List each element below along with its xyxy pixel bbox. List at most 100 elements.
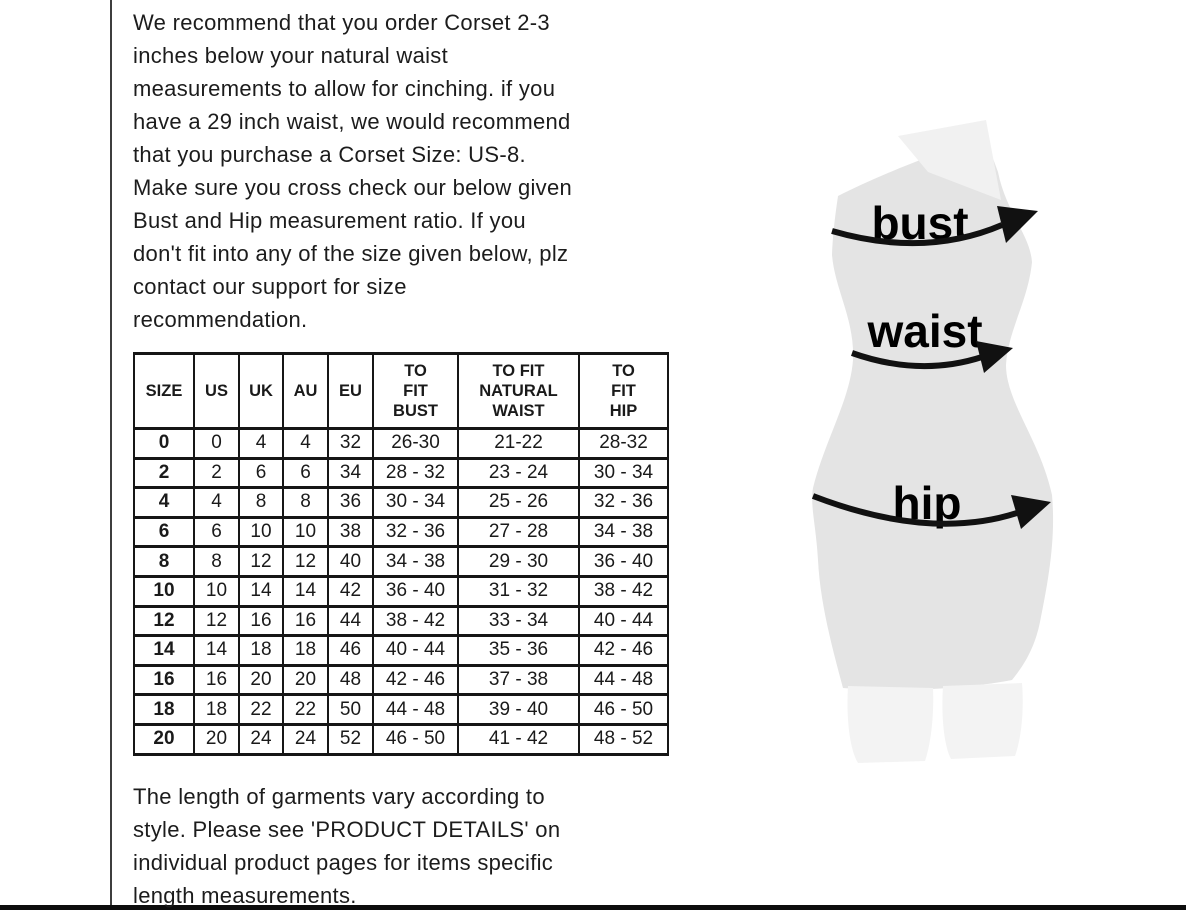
table-header-cell: TO FIT NATURAL WAIST: [457, 352, 580, 430]
table-cell: 4: [193, 486, 240, 519]
table-cell: 23 - 24: [457, 456, 580, 490]
table-cell: 20: [238, 663, 284, 697]
table-cell: 44: [327, 604, 374, 638]
table-cell: 10: [282, 515, 329, 549]
table-cell: 16: [193, 663, 240, 697]
table-cell: 4: [282, 427, 329, 460]
table-cell: 38: [327, 515, 374, 549]
size-table-body: 0 0 4 4 32 26-30 21-22 28-32 2 2 6 6 34 28 - 32 23 - 2…: [133, 427, 669, 756]
table-header-cell: AU: [282, 352, 329, 430]
table-cell: 38 - 42: [372, 604, 459, 638]
table-row: 14 14 18 18 46 40 - 44 35 - 36 42 - 46: [133, 634, 669, 667]
size-cell: 8: [133, 545, 195, 578]
waist-arrow: [851, 350, 983, 370]
table-cell: 48 - 52: [578, 722, 669, 756]
size-cell: 12: [133, 604, 195, 638]
table-cell: 32 - 36: [578, 486, 669, 519]
table-row: 10 10 14 14 42 36 - 40 31 - 32 38 - 42: [133, 574, 669, 608]
table-cell: 30 - 34: [372, 486, 459, 519]
mannequin-body-shape: [812, 137, 1054, 690]
table-cell: 28-32: [578, 427, 669, 460]
table-cell: 16: [238, 604, 284, 638]
table-header-cell: TO FIT BUST: [372, 352, 459, 430]
table-cell: 20: [193, 722, 240, 756]
table-cell: 34 - 38: [578, 515, 669, 549]
size-cell: 14: [133, 634, 195, 667]
left-vertical-divider: [110, 0, 112, 907]
table-cell: 28 - 32: [372, 456, 459, 490]
table-row: 6 6 10 10 38 32 - 36 27 - 28 34 - 38: [133, 515, 669, 549]
table-cell: 46 - 50: [578, 693, 669, 726]
table-cell: 20: [282, 663, 329, 697]
waist-arrowhead-icon: [976, 341, 1013, 373]
table-cell: 12: [282, 545, 329, 578]
size-cell: 20: [133, 722, 195, 756]
table-cell: 40 - 44: [372, 634, 459, 667]
table-cell: 34: [327, 456, 374, 490]
intro-paragraph: We recommend that you order Corset 2-3 i…: [133, 10, 573, 332]
table-cell: 6: [282, 456, 329, 490]
table-row: 0 0 4 4 32 26-30 21-22 28-32: [133, 427, 669, 460]
table-row: 2 2 6 6 34 28 - 32 23 - 24 30 - 34: [133, 456, 669, 490]
table-cell: 14: [193, 634, 240, 667]
table-cell: 2: [193, 456, 240, 490]
table-cell: 24: [282, 722, 329, 756]
table-cell: 24: [238, 722, 284, 756]
table-cell: 6: [238, 456, 284, 490]
table-row: 20 20 24 24 52 46 - 50 41 - 42 48 - 52: [133, 722, 669, 756]
table-row: 4 4 8 8 36 30 - 34 25 - 26 32 - 36: [133, 486, 669, 519]
table-cell: 16: [282, 604, 329, 638]
table-cell: 40 - 44: [578, 604, 669, 638]
table-cell: 22: [282, 693, 329, 726]
waist-label: waist: [866, 305, 982, 357]
size-cell: 10: [133, 574, 195, 608]
table-cell: 37 - 38: [457, 663, 580, 697]
table-cell: 22: [238, 693, 284, 726]
table-cell: 26-30: [372, 427, 459, 460]
table-cell: 52: [327, 722, 374, 756]
table-cell: 10: [193, 574, 240, 608]
table-cell: 32 - 36: [372, 515, 459, 549]
table-cell: 46 - 50: [372, 722, 459, 756]
table-row: 16 16 20 20 48 42 - 46 37 - 38 44 - 48: [133, 663, 669, 697]
table-cell: 25 - 26: [457, 486, 580, 519]
table-cell: 29 - 30: [457, 545, 580, 578]
table-cell: 40: [327, 545, 374, 578]
size-cell: 16: [133, 663, 195, 697]
table-row: 18 18 22 22 50 44 - 48 39 - 40 46 - 50: [133, 693, 669, 726]
table-cell: 38 - 42: [578, 574, 669, 608]
table-cell: 44 - 48: [372, 693, 459, 726]
table-cell: 14: [238, 574, 284, 608]
size-cell: 18: [133, 693, 195, 726]
table-cell: 12: [238, 545, 284, 578]
table-cell: 10: [238, 515, 284, 549]
bottom-divider: [0, 905, 1186, 910]
table-cell: 42 - 46: [578, 634, 669, 667]
table-header-cell: EU: [327, 352, 374, 430]
size-chart-table: SIZE US UK AU EU TO FIT BUST TO FIT NATURAL WA…: [133, 352, 669, 756]
footer-paragraph: The length of garments vary according to…: [133, 784, 561, 908]
table-cell: 6: [193, 515, 240, 549]
table-cell: 42 - 46: [372, 663, 459, 697]
table-cell: 31 - 32: [457, 574, 580, 608]
table-cell: 36: [327, 486, 374, 519]
mannequin-left-leg: [847, 686, 934, 763]
table-cell: 36 - 40: [372, 574, 459, 608]
mannequin-right-leg: [942, 683, 1023, 759]
hip-arrow: [811, 493, 1018, 527]
table-cell: 0: [193, 427, 240, 460]
table-cell: 18: [193, 693, 240, 726]
size-cell: 0: [133, 427, 195, 460]
table-cell: 34 - 38: [372, 545, 459, 578]
table-cell: 41 - 42: [457, 722, 580, 756]
table-row: 12 12 16 16 44 38 - 42 33 - 34 40 - 44: [133, 604, 669, 638]
table-cell: 18: [238, 634, 284, 667]
table-cell: 8: [193, 545, 240, 578]
table-cell: 21-22: [457, 427, 580, 460]
table-cell: 39 - 40: [457, 693, 580, 726]
table-cell: 48: [327, 663, 374, 697]
size-cell: 4: [133, 486, 195, 519]
table-cell: 4: [238, 427, 284, 460]
table-cell: 12: [193, 604, 240, 638]
table-row: 8 8 12 12 40 34 - 38 29 - 30 36 - 40: [133, 545, 669, 578]
